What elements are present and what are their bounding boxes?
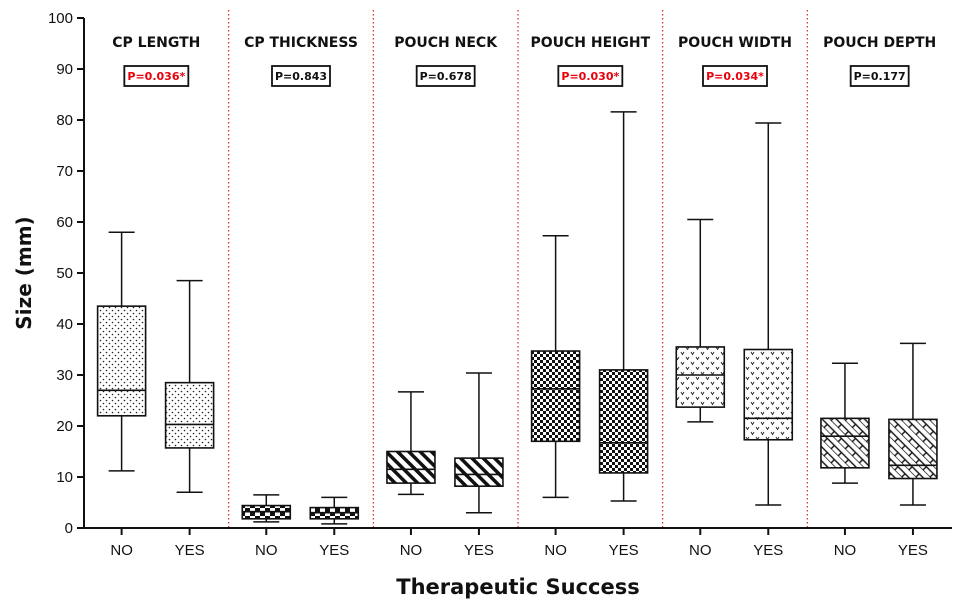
p-value-label: P=0.177 (854, 70, 906, 83)
box-iqr (386, 450, 436, 484)
box-iqr (530, 350, 581, 443)
x-tick-label: YES (898, 542, 928, 559)
y-tick-label: 90 (56, 61, 73, 78)
x-tick-label: YES (319, 542, 349, 559)
p-value-box (557, 65, 624, 87)
box-iqr (598, 369, 649, 474)
x-tick-label: NO (255, 542, 278, 559)
x-tick-label: NO (834, 542, 857, 559)
y-tick-label: 80 (56, 112, 73, 129)
x-tick-label: NO (110, 542, 133, 559)
panel-title: POUCH DEPTH (823, 35, 936, 51)
p-value-box (123, 65, 190, 87)
p-value-box (702, 65, 768, 87)
x-axis-title: Therapeutic Success (396, 575, 639, 599)
box-iqr (888, 418, 938, 480)
y-axis-title: Size (mm) (12, 216, 36, 329)
x-tick-label: YES (464, 542, 494, 559)
p-value-label: P=0.034* (706, 70, 764, 83)
x-tick-label: YES (609, 542, 639, 559)
y-tick-label: 70 (56, 163, 73, 180)
panel-title: POUCH NECK (394, 35, 498, 51)
p-value-box (415, 65, 476, 87)
panel-title: POUCH HEIGHT (531, 35, 651, 51)
x-tick-label: NO (689, 542, 712, 559)
box-iqr (675, 346, 726, 408)
p-value-box (849, 65, 910, 87)
y-tick-label: 100 (48, 10, 73, 27)
y-tick-label: 50 (56, 265, 73, 282)
x-tick-label: NO (400, 542, 423, 559)
box-iqr (743, 348, 794, 441)
panel-title: POUCH WIDTH (678, 35, 792, 51)
y-tick-label: 20 (56, 418, 73, 435)
y-tick-label: 30 (56, 367, 73, 384)
p-value-label: P=0.036* (127, 70, 185, 83)
p-value-label: P=0.678 (420, 70, 472, 83)
x-tick-label: NO (544, 542, 567, 559)
box-iqr (820, 417, 870, 469)
box-iqr (454, 457, 504, 487)
y-tick-label: 40 (56, 316, 73, 333)
p-value-box (271, 65, 331, 87)
box-iqr (96, 305, 147, 417)
y-tick-label: 10 (56, 469, 73, 486)
p-value-label: P=0.843 (275, 70, 327, 83)
x-tick-label: YES (753, 542, 783, 559)
y-tick-label: 0 (65, 520, 73, 537)
x-tick-label: YES (175, 542, 205, 559)
panel-title: CP THICKNESS (244, 35, 358, 51)
y-tick-label: 60 (56, 214, 73, 231)
p-value-label: P=0.030* (561, 70, 619, 83)
box-iqr (164, 381, 215, 449)
panel-title: CP LENGTH (112, 35, 200, 51)
